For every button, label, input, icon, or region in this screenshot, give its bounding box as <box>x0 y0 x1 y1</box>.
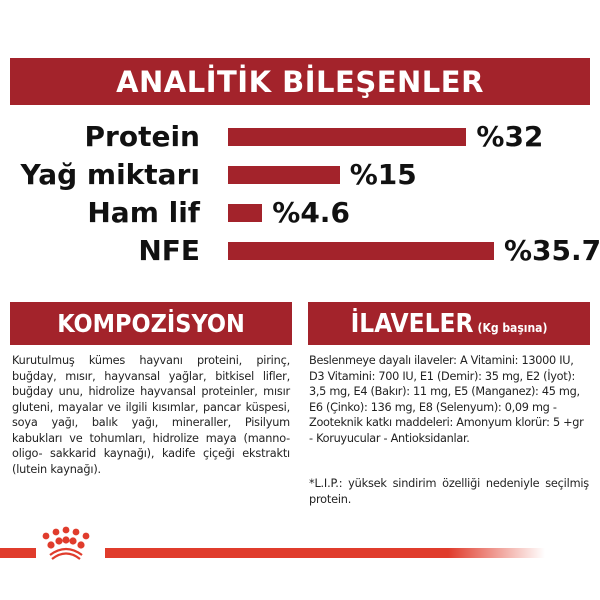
additives-subtitle: (Kg başına) <box>477 320 548 335</box>
royal-crown-logo-icon <box>42 526 90 560</box>
analysis-row: Protein %32 <box>0 120 600 154</box>
row-bar <box>228 166 340 184</box>
composition-title: KOMPOZİSYON <box>57 309 245 338</box>
row-value: %15 <box>349 158 417 191</box>
analysis-title: ANALİTİK BİLEŞENLER <box>116 64 484 99</box>
analysis-header: ANALİTİK BİLEŞENLER <box>10 58 590 105</box>
analysis-row: Ham lif %4.6 <box>0 196 600 230</box>
row-value: %35.7 <box>503 234 600 267</box>
analysis-row: Yağ miktarı %15 <box>0 158 600 192</box>
row-label: Ham lif <box>87 196 200 229</box>
additives-text: Beslenmeye dayalı ilaveler: A Vitamini: … <box>309 354 584 445</box>
row-bar <box>228 128 467 146</box>
row-value: %4.6 <box>272 196 350 229</box>
row-label: Protein <box>84 120 200 153</box>
analysis-row: NFE %35.7 <box>0 234 600 268</box>
composition-text: Kurutulmuş kümes hayvanı proteini, pirin… <box>12 354 290 476</box>
additives-title: İLAVELER <box>350 308 474 339</box>
footnote-text: *L.I.P.: yüksek sindirim özelliği nedeni… <box>309 477 589 506</box>
footer-line-right <box>105 548 545 558</box>
row-value: %32 <box>476 120 544 153</box>
row-label: Yağ miktarı <box>20 158 200 191</box>
row-bar <box>228 204 263 222</box>
row-bar <box>228 242 494 260</box>
additives-header: İLAVELER (Kg başına) <box>308 302 590 345</box>
footer-line-left <box>0 548 36 558</box>
composition-header: KOMPOZİSYON <box>10 302 292 345</box>
row-label: NFE <box>138 234 200 267</box>
